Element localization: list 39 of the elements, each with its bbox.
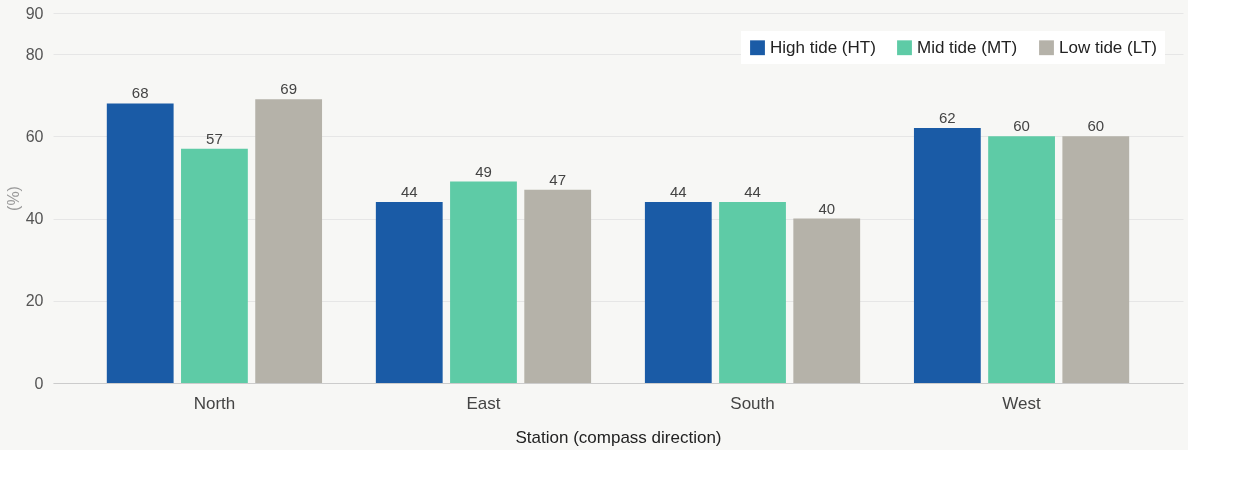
data-label: 69 <box>280 80 297 98</box>
x-tick-label: West <box>1002 393 1042 413</box>
bar <box>524 189 592 383</box>
data-label: 60 <box>1013 117 1030 135</box>
bar <box>106 103 174 383</box>
y-tick-label: 90 <box>25 4 44 22</box>
x-tick-label: North <box>193 393 236 413</box>
data-label: 44 <box>744 183 761 201</box>
x-tick-label: South <box>730 393 775 413</box>
bar <box>793 218 861 383</box>
legend-label: Mid tide (MT) <box>917 37 1018 57</box>
data-label: 68 <box>131 84 149 102</box>
bar <box>1062 136 1130 383</box>
y-tick-label: 40 <box>25 210 44 228</box>
data-label: 44 <box>669 183 687 201</box>
bar <box>913 128 981 383</box>
data-label: 44 <box>400 183 418 201</box>
bar <box>644 202 712 383</box>
bar <box>375 202 443 383</box>
data-label: 57 <box>206 129 223 147</box>
x-axis-title: Station (compass direction) <box>515 427 722 447</box>
y-tick-label: 20 <box>25 292 44 310</box>
bar <box>988 136 1055 383</box>
legend-label: High tide (HT) <box>770 37 876 57</box>
data-label: 40 <box>818 199 836 217</box>
legend-label: Low tide (LT) <box>1059 37 1157 57</box>
bar <box>255 99 323 383</box>
y-axis-title: (%) <box>4 186 22 211</box>
data-label: 49 <box>475 162 492 180</box>
data-label: 62 <box>939 109 956 127</box>
data-label: 47 <box>549 170 567 188</box>
data-label: 60 <box>1087 117 1105 135</box>
y-tick-label: 80 <box>25 45 44 63</box>
x-tick-label: East <box>466 393 501 413</box>
y-tick-label: 0 <box>34 374 44 392</box>
bar <box>181 148 248 383</box>
bar <box>719 202 786 383</box>
bar <box>450 181 517 383</box>
y-tick-label: 60 <box>25 127 44 145</box>
